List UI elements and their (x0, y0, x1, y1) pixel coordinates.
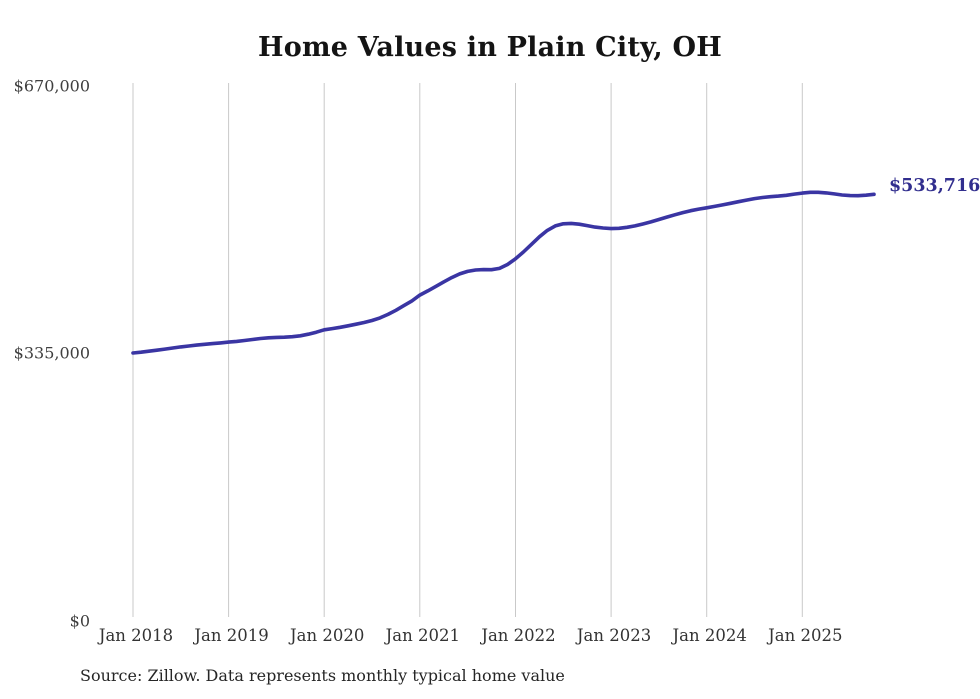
y-axis-tick-label: $335,000 (13, 343, 90, 363)
x-axis-tick-label: Jan 2021 (385, 626, 460, 645)
x-axis-tick-label: Jan 2018 (98, 626, 174, 645)
source-note: Source: Zillow. Data represents monthly … (80, 666, 565, 685)
x-axis-tick-label: Jan 2024 (672, 626, 747, 645)
y-axis-tick-label: $0 (69, 611, 90, 630)
x-axis-tick-label: Jan 2022 (481, 626, 556, 645)
current-value-label: $533,716 (889, 176, 980, 197)
x-axis-tick-label: Jan 2020 (290, 626, 365, 645)
x-axis-tick-label: Jan 2023 (576, 626, 652, 645)
x-axis-tick-label: Jan 2025 (768, 626, 843, 645)
chart-title: Home Values in Plain City, OH (258, 32, 722, 63)
x-axis-tick-label: Jan 2019 (194, 626, 269, 645)
y-axis-tick-label: $670,000 (13, 76, 90, 95)
home-value-line (131, 190, 876, 355)
